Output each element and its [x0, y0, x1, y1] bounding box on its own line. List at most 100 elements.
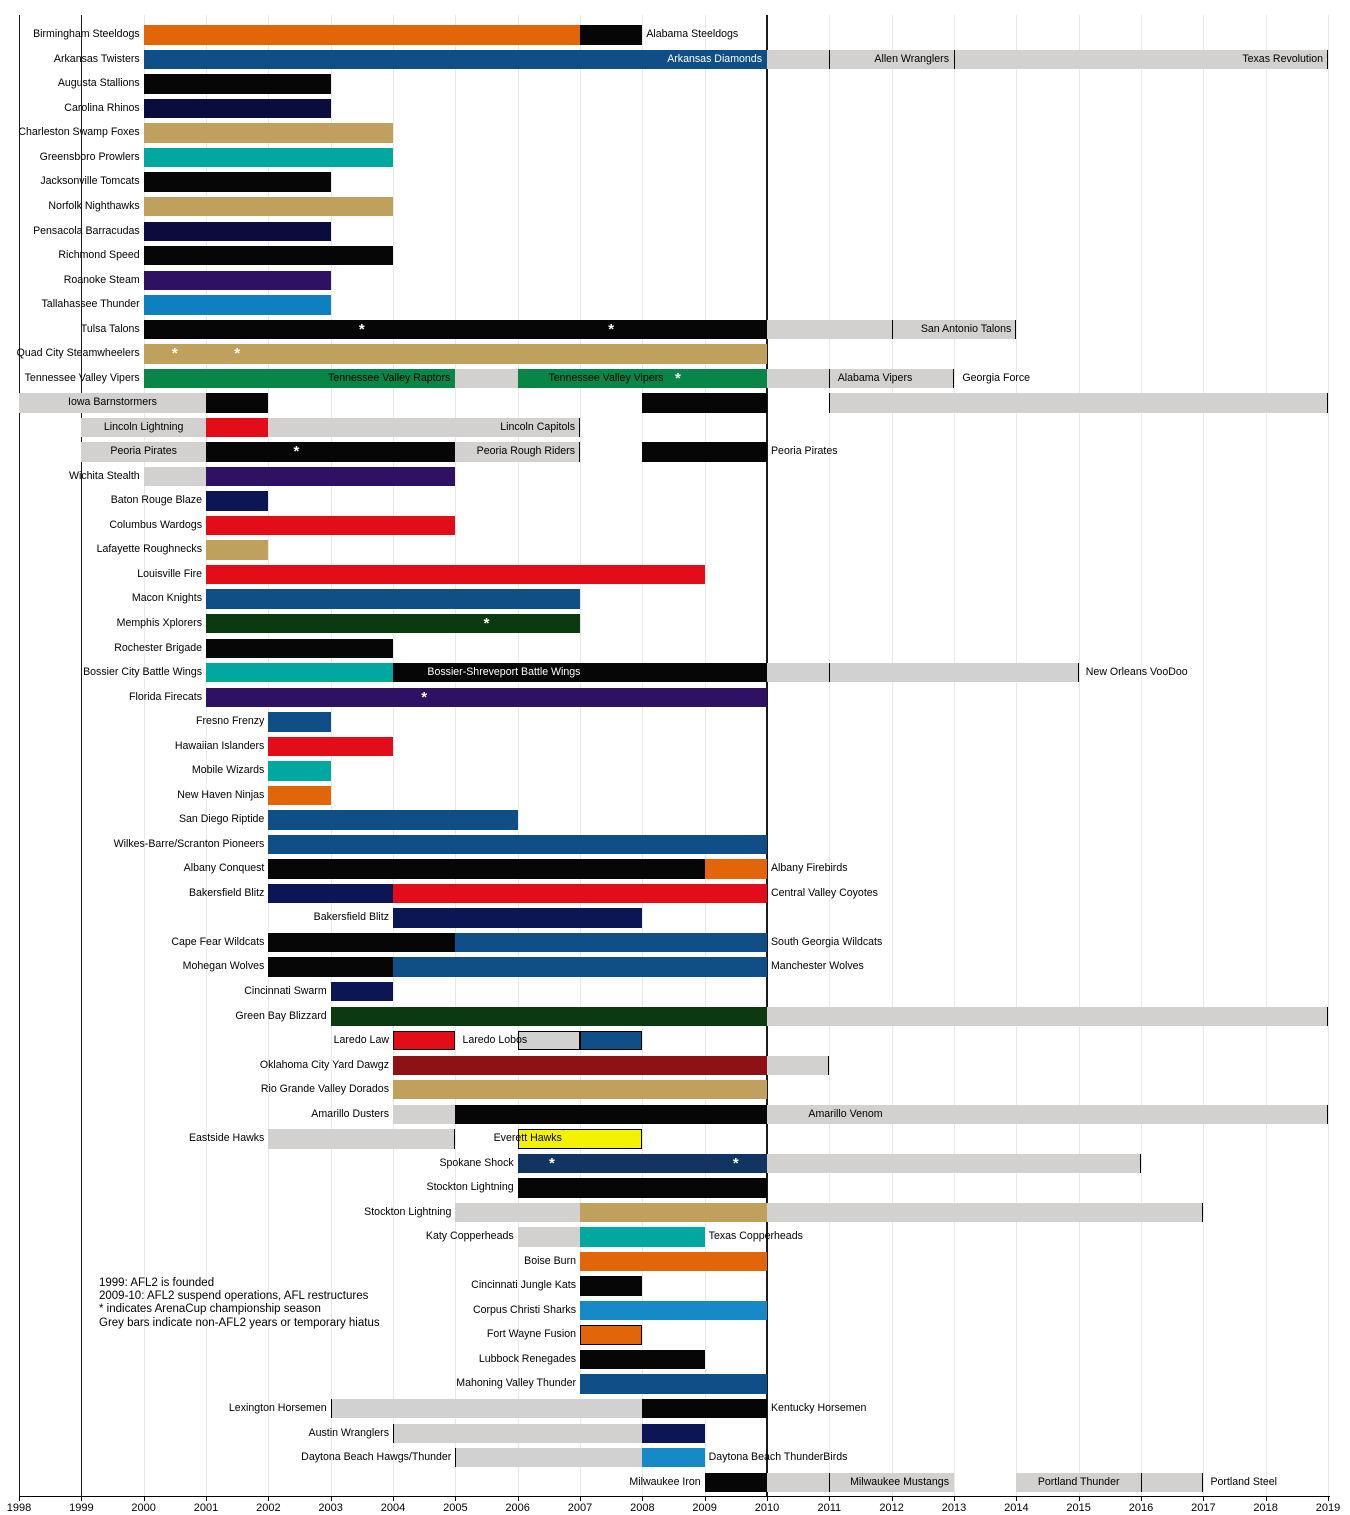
- timeline-bar-segment: [517, 1227, 580, 1247]
- team-label: Rio Grande Valley Dorados: [260, 1083, 389, 1096]
- axis-tick: [517, 1496, 519, 1501]
- timeline-bar-segment: [642, 1423, 705, 1443]
- footnote-line: * indicates ArenaCup championship season: [99, 1303, 321, 1316]
- bar-annotation: Allen Wranglers: [874, 52, 949, 65]
- axis-tick-label: 2009: [692, 1502, 717, 1514]
- timeline-bar-segment: [205, 663, 393, 683]
- team-label: Laredo Law: [333, 1034, 389, 1047]
- bar-annotation: San Antonio Talons: [920, 322, 1012, 335]
- team-label: Greensboro Prowlers: [39, 150, 140, 163]
- timeline-bar-segment: [642, 393, 767, 413]
- timeline-bar-segment: [268, 883, 393, 904]
- bar-annotation: Manchester Wolves: [770, 960, 864, 973]
- timeline-bar-segment: [268, 785, 331, 806]
- team-label: Charleston Swamp Foxes: [18, 126, 140, 139]
- axis-tick: [1016, 1496, 1018, 1501]
- team-label: Amarillo Dusters: [311, 1107, 389, 1120]
- axis-tick: [1078, 1496, 1080, 1501]
- team-label: Fort Wayne Fusion: [486, 1328, 576, 1341]
- axis-tick: [1327, 1496, 1329, 1501]
- championship-star: *: [234, 345, 241, 363]
- team-label: Bakersfield Blitz: [313, 911, 389, 924]
- timeline-bar-segment: [143, 98, 331, 119]
- gridline: [1140, 15, 1142, 1496]
- timeline-bar-segment: [81, 442, 206, 462]
- timeline-bar-segment: [268, 736, 393, 757]
- team-label: Jacksonville Tomcats: [40, 175, 140, 188]
- team-label: Green Bay Blizzard: [235, 1009, 327, 1022]
- timeline-bar-segment: [455, 1202, 580, 1223]
- timeline-bar-segment: [579, 1031, 643, 1051]
- team-label: Tallahassee Thunder: [41, 298, 140, 311]
- gridline: [205, 15, 207, 1496]
- axis-tick-label: 2002: [256, 1502, 281, 1514]
- team-label: Milwaukee Iron: [629, 1475, 701, 1488]
- team-label: Peoria Pirates: [110, 445, 177, 458]
- axis-tick: [1265, 1496, 1267, 1501]
- timeline-bar-segment: [268, 761, 331, 781]
- timeline-bar-segment: [205, 515, 456, 536]
- championship-star: *: [674, 369, 681, 387]
- timeline-bar-segment: [392, 1104, 456, 1124]
- timeline-bar-segment: [829, 1472, 954, 1492]
- timeline-bar-segment: [766, 1055, 830, 1075]
- timeline-bar-segment: [143, 147, 393, 168]
- timeline-bar-segment: [205, 589, 580, 609]
- team-label: Stockton Lightning: [426, 1181, 514, 1194]
- team-label: Lincoln Lightning: [103, 420, 184, 433]
- team-label: Birmingham Steeldogs: [33, 28, 140, 41]
- axis-tick-label: 2006: [505, 1502, 530, 1514]
- axis-tick-label: 2019: [1315, 1502, 1341, 1514]
- team-label: Lubbock Renegades: [478, 1352, 576, 1365]
- reference-line: [81, 15, 83, 1496]
- timeline-bar-segment: [455, 368, 518, 389]
- timeline-bar-segment: [268, 859, 705, 879]
- axis-tick: [143, 1496, 145, 1501]
- timeline-bar-segment: [205, 466, 456, 487]
- bar-annotation: Everett Hawks: [493, 1132, 562, 1145]
- timeline-bar-segment: [829, 49, 954, 70]
- timeline-bar-segment: [579, 1251, 767, 1272]
- gridline: [829, 15, 831, 1496]
- axis-tick: [953, 1496, 955, 1501]
- axis-tick-label: 2017: [1191, 1502, 1216, 1514]
- timeline-bar-segment: [579, 1300, 767, 1321]
- timeline-bar-segment: [455, 1448, 643, 1468]
- timeline-bar-segment: [205, 614, 580, 634]
- timeline-bar-segment: [81, 417, 206, 438]
- axis-tick: [455, 1496, 457, 1501]
- axis-tick: [704, 1496, 706, 1501]
- timeline-bar-segment: [579, 1374, 767, 1394]
- axis-tick: [642, 1496, 644, 1501]
- axis-tick-label: 2000: [131, 1502, 156, 1514]
- gridline: [1016, 15, 1018, 1496]
- axis-tick-label: 2012: [879, 1502, 904, 1514]
- axis-tick: [268, 1496, 270, 1501]
- championship-star: *: [549, 1154, 555, 1172]
- team-label: Macon Knights: [131, 592, 202, 605]
- timeline-bar-segment: [517, 1129, 643, 1149]
- gridline: [891, 15, 893, 1496]
- gridline: [1265, 15, 1267, 1496]
- timeline-bar-segment: [143, 246, 393, 266]
- team-label: Lafayette Roughnecks: [96, 543, 202, 556]
- team-label: Wichita Stealth: [69, 469, 140, 482]
- team-label: Mohegan Wolves: [182, 960, 265, 973]
- team-label: Memphis Xplorers: [116, 617, 202, 630]
- timeline-bar-segment: [268, 957, 393, 977]
- timeline-bar-segment: [205, 540, 269, 560]
- timeline-bar-segment: [579, 1227, 705, 1247]
- axis-tick: [1203, 1496, 1205, 1501]
- timeline-bar-segment: [455, 1104, 767, 1124]
- axis-tick: [19, 1496, 20, 1501]
- axis-tick-label: 2016: [1128, 1502, 1154, 1514]
- timeline-bar-segment: [392, 1423, 643, 1443]
- timeline-bar-segment: [268, 932, 456, 953]
- timeline-bar-segment: [579, 1349, 705, 1370]
- axis-tick-label: 2015: [1066, 1502, 1091, 1514]
- timeline-bar-segment: [642, 1398, 767, 1419]
- championship-star: *: [732, 1154, 739, 1172]
- footnote-line: 1999: AFL2 is founded: [99, 1277, 215, 1289]
- timeline-bar-segment: [642, 1448, 705, 1468]
